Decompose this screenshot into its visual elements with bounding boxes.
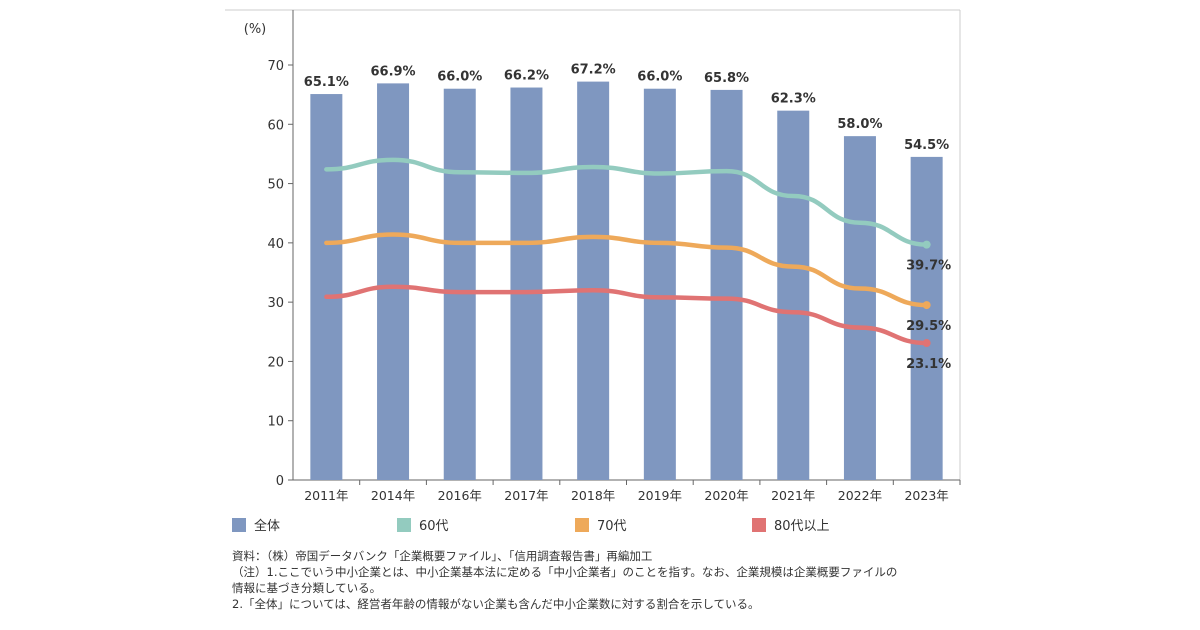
end-label-70代: 29.5% xyxy=(906,319,951,334)
x-tick-label: 2022年 xyxy=(838,488,882,503)
x-tick-label: 2023年 xyxy=(904,488,948,503)
note-1: （注）1.ここでいう中小企業とは、中小企業基本法に定める「中小企業者」のことを指… xyxy=(232,565,898,579)
legend-swatch xyxy=(752,517,766,532)
note-2: 2.「全体」については、経営者年齢の情報がない企業も含んだ中小企業数に対する割合… xyxy=(232,597,760,611)
y-tick-label: 60 xyxy=(267,118,284,133)
legend-label: 60代 xyxy=(419,519,449,534)
line-70代 xyxy=(324,232,929,308)
bar-2017年 xyxy=(510,87,543,481)
notes: 資料：（株）帝国データバンク「企業概要ファイル」、「信用調査報告書」再編加工 （… xyxy=(232,548,897,612)
y-axis-label: (%) xyxy=(244,22,267,37)
y-tick-label: 20 xyxy=(267,355,284,370)
bar-data-label: 65.8% xyxy=(704,71,749,86)
y-tick-label: 30 xyxy=(267,296,284,311)
bar-data-label: 65.1% xyxy=(304,75,349,90)
y-tick-label: 10 xyxy=(267,415,284,430)
legend-item: 60代 xyxy=(397,515,449,534)
bar-2018年 xyxy=(577,81,610,480)
legend-swatch xyxy=(397,517,411,532)
legend-item: 全体 xyxy=(232,515,280,534)
source-note: 資料：（株）帝国データバンク「企業概要ファイル」、「信用調査報告書」再編加工 xyxy=(232,549,653,563)
y-tick-label: 50 xyxy=(267,178,284,193)
x-tick-label: 2011年 xyxy=(304,488,348,503)
legend-swatch xyxy=(232,517,246,532)
note-1-cont: 情報に基づき分類している。 xyxy=(232,581,382,595)
line-80代以上 xyxy=(324,284,929,346)
legend-label: 80代以上 xyxy=(774,519,830,534)
bar-2014年 xyxy=(377,83,410,480)
x-tick-label: 2017年 xyxy=(504,488,548,503)
line-60代 xyxy=(324,157,929,247)
x-tick-label: 2019年 xyxy=(638,488,682,503)
y-tick-label: 70 xyxy=(267,59,284,74)
bar-2019年 xyxy=(643,88,676,480)
bar-data-label: 66.0% xyxy=(637,70,682,85)
bar-data-label: 58.0% xyxy=(837,117,882,132)
end-label-60代: 39.7% xyxy=(906,259,951,274)
y-tick-label: 0 xyxy=(276,474,284,489)
x-tick-label: 2014年 xyxy=(371,488,415,503)
legend-item: 80代以上 xyxy=(752,515,830,534)
legend-label: 70代 xyxy=(597,519,627,534)
bar-2011年 xyxy=(310,94,343,481)
point-80代以上 xyxy=(922,339,931,348)
bar-data-label: 66.9% xyxy=(370,64,415,79)
bar-data-label: 66.2% xyxy=(504,69,549,84)
legend-label: 全体 xyxy=(254,519,281,534)
bar-data-label: 66.0% xyxy=(437,70,482,85)
bar-data-label: 54.5% xyxy=(904,138,949,153)
legend-item: 70代 xyxy=(575,515,627,534)
bar-2021年 xyxy=(777,110,810,481)
end-label-80代以上: 23.1% xyxy=(906,357,951,372)
x-tick-label: 2016年 xyxy=(438,488,482,503)
x-tick-label: 2021年 xyxy=(771,488,815,503)
legend-swatch xyxy=(575,517,589,532)
bar-2016年 xyxy=(443,88,476,480)
point-70代 xyxy=(922,301,931,310)
x-tick-label: 2020年 xyxy=(704,488,748,503)
bar-2020年 xyxy=(710,89,743,481)
y-tick-label: 40 xyxy=(267,237,284,252)
bar-2022年 xyxy=(843,136,876,480)
bar-2023年 xyxy=(910,156,943,480)
point-60代 xyxy=(922,240,931,249)
bar-data-label: 62.3% xyxy=(771,92,816,107)
x-tick-label: 2018年 xyxy=(571,488,615,503)
bar-data-label: 67.2% xyxy=(571,63,616,78)
